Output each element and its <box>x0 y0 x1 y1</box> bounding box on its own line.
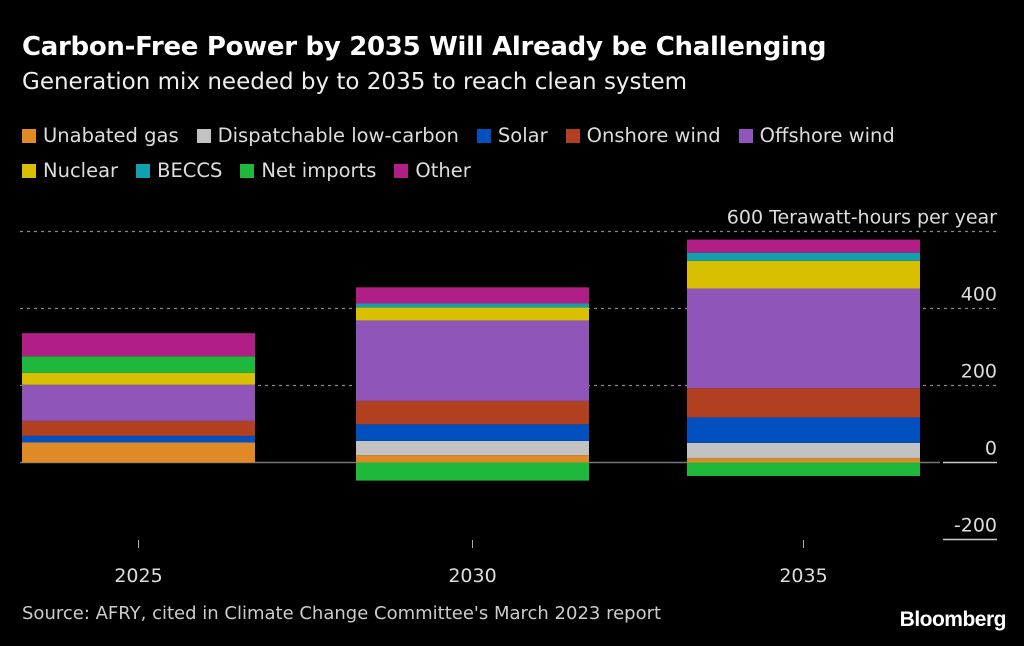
legend-item: Solar <box>476 124 548 147</box>
bar-segment-net-imports <box>687 462 920 476</box>
legend-swatch <box>22 163 36 178</box>
y-tick-label: 0 <box>985 438 997 460</box>
legend-swatch <box>22 128 36 143</box>
bloomberg-logo: Bloomberg <box>899 608 1007 631</box>
legend-swatch <box>240 163 255 178</box>
bar-segment-offshore-wind <box>687 288 920 389</box>
legend-item: Nuclear <box>22 159 118 182</box>
legend: Nuclear BECCS Net imports Other <box>22 159 471 182</box>
legend-swatch <box>476 128 491 143</box>
legend-item: Onshore wind <box>565 124 721 147</box>
bar-segment-onshore-wind <box>687 388 920 418</box>
bar-segment-nuclear <box>687 260 920 289</box>
x-tick-label: 2030 <box>448 565 496 587</box>
bar-segment-solar <box>22 435 255 443</box>
legend-swatch <box>394 163 409 178</box>
legend-item: BECCS <box>136 159 222 182</box>
legend-item: Offshore wind <box>738 124 895 147</box>
bar-segment-dispatchable-low-carbon <box>356 440 589 456</box>
bar-segment-offshore-wind <box>22 384 255 421</box>
legend-label: Other <box>415 159 471 182</box>
bar-segment-solar <box>687 417 920 443</box>
bar-segment-nuclear <box>356 307 589 321</box>
bar-segment-other <box>22 333 255 357</box>
legend-label: Solar <box>497 124 548 147</box>
legend-label: Dispatchable low-carbon <box>217 124 459 147</box>
legend-swatch <box>565 128 580 143</box>
legend-item: Dispatchable low-carbon <box>196 124 459 147</box>
chart-subtitle: Generation mix needed by to 2035 to reac… <box>22 69 688 95</box>
bar-segment-beccs <box>687 252 920 261</box>
bar-segment-other <box>356 287 589 304</box>
x-tick-label: 2035 <box>779 565 827 587</box>
y-tick-label: -200 <box>954 515 997 537</box>
legend-item: Net imports <box>240 159 376 182</box>
bar-segment-nuclear <box>22 372 255 385</box>
legend-swatch <box>738 128 753 143</box>
legend-swatch <box>196 128 211 143</box>
bar-segment-solar <box>356 424 589 441</box>
legend-item: Other <box>394 159 471 182</box>
legend-item: Unabated gas <box>22 124 179 147</box>
bar-segment-unabated-gas <box>22 442 255 463</box>
legend-label: Nuclear <box>43 159 119 182</box>
legend-label: Net imports <box>261 159 377 182</box>
bar-segment-onshore-wind <box>22 420 255 436</box>
x-tick-label: 2025 <box>114 565 162 587</box>
legend-label: BECCS <box>157 159 223 182</box>
bar-segment-unabated-gas <box>687 458 920 463</box>
legend-label: Unabated gas <box>43 124 179 147</box>
bar-segment-unabated-gas <box>356 455 589 463</box>
bar-segment-offshore-wind <box>356 320 589 401</box>
legend-label: Onshore wind <box>586 124 721 147</box>
legend-swatch <box>136 163 151 178</box>
source-note: Source: AFRY, cited in Climate Change Co… <box>22 603 662 624</box>
bar-segment-onshore-wind <box>356 400 589 425</box>
legend: Unabated gas Dispatchable low-carbon Solar… <box>22 124 895 147</box>
bar-segment-other <box>687 239 920 253</box>
y-tick-label: 400 <box>961 284 997 306</box>
bar-segment-net-imports <box>22 356 255 373</box>
y-tick-label: 600 Terawatt-hours per year <box>727 207 997 229</box>
bar-segment-beccs <box>356 303 589 308</box>
legend-label: Offshore wind <box>759 124 895 147</box>
bar-segment-dispatchable-low-carbon <box>687 442 920 459</box>
chart-title: Carbon-Free Power by 2035 Will Already b… <box>22 32 827 62</box>
bar-segment-net-imports <box>356 462 589 481</box>
y-tick-label: 200 <box>961 361 997 383</box>
